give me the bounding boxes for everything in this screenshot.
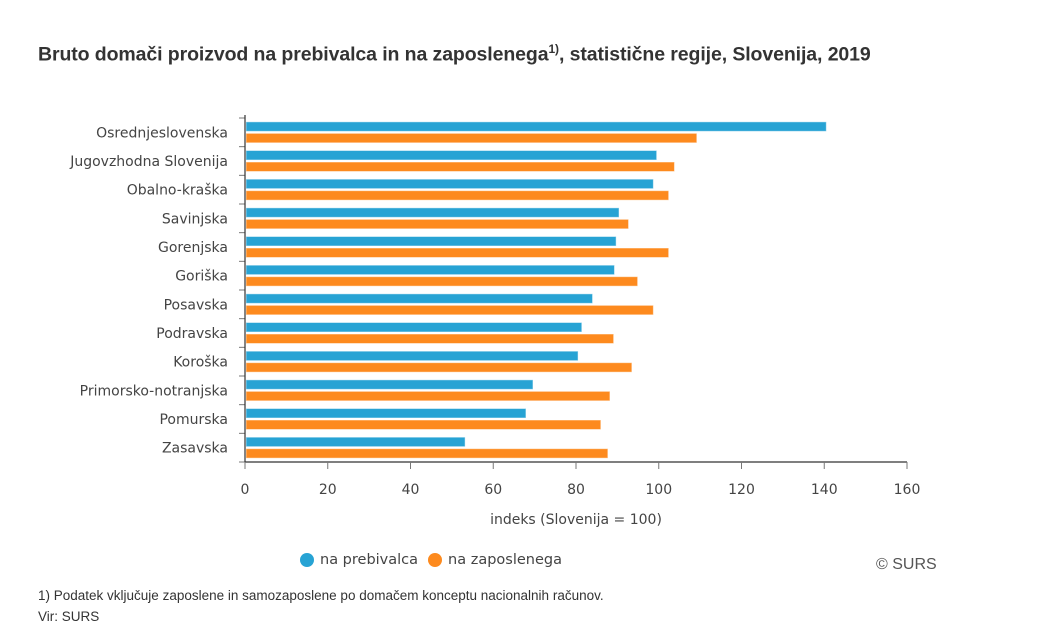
category-label: Koroška bbox=[173, 355, 228, 371]
bar-na-zaposlenega[interactable] bbox=[245, 190, 670, 201]
legend-item-na-zaposlenega[interactable]: na zaposlenega bbox=[428, 552, 562, 568]
bars-group bbox=[245, 121, 827, 459]
category-label: Goriška bbox=[175, 269, 228, 285]
bar-na-zaposlenega[interactable] bbox=[245, 218, 630, 230]
x-tick-label: 0 bbox=[241, 482, 250, 498]
x-tick-label: 20 bbox=[319, 482, 337, 498]
bar-na-zaposlenega[interactable] bbox=[245, 390, 611, 402]
credits-link[interactable]: © SURS bbox=[876, 556, 937, 573]
bar-na-prebivalca[interactable] bbox=[245, 236, 617, 247]
legend-label: na prebivalca bbox=[320, 552, 419, 568]
bar-na-zaposlenega[interactable] bbox=[245, 448, 609, 459]
title-text: Bruto domači proizvod na prebivalca in n… bbox=[38, 43, 549, 66]
category-label: Podravska bbox=[156, 326, 228, 342]
bar-na-zaposlenega[interactable] bbox=[245, 132, 698, 144]
x-tick-label: 60 bbox=[484, 482, 502, 498]
bar-na-prebivalca[interactable] bbox=[245, 408, 527, 419]
bar-na-prebivalca[interactable] bbox=[245, 293, 594, 304]
legend-dot-icon bbox=[428, 553, 443, 567]
x-tick-label: 40 bbox=[402, 482, 420, 498]
category-label: Jugovzhodna Slovenija bbox=[69, 154, 228, 170]
category-label: Gorenjska bbox=[158, 240, 228, 256]
x-tick-label: 100 bbox=[645, 482, 672, 498]
category-label: Primorsko-notranjska bbox=[80, 383, 228, 399]
x-axis: 0 20 40 60 80 100 120 140 160 bbox=[241, 461, 921, 498]
legend: na prebivalca na zaposlenega bbox=[300, 552, 572, 568]
legend-label: na zaposlenega bbox=[448, 552, 563, 568]
bar-na-zaposlenega[interactable] bbox=[245, 362, 633, 373]
category-label: Zasavska bbox=[162, 441, 228, 457]
y-axis: Osrednjeslovenska Jugovzhodna Slovenija Ob… bbox=[69, 115, 246, 463]
bar-na-prebivalca[interactable] bbox=[245, 207, 620, 218]
legend-dot-icon bbox=[300, 553, 314, 567]
bar-na-zaposlenega[interactable] bbox=[245, 419, 602, 430]
bar-na-zaposlenega[interactable] bbox=[245, 247, 670, 258]
title-suffix: , statistične regije, Slovenija, 2019 bbox=[558, 43, 871, 66]
x-tick-label: 160 bbox=[894, 482, 921, 498]
category-label: Pomurska bbox=[159, 412, 228, 428]
x-tick-label: 120 bbox=[728, 482, 755, 498]
x-tick-label: 140 bbox=[811, 482, 838, 498]
category-label: Obalno-kraška bbox=[127, 183, 228, 199]
x-tick-label: 80 bbox=[567, 482, 585, 498]
bar-na-prebivalca[interactable] bbox=[245, 322, 583, 333]
chart-title: Bruto domači proizvod na prebivalca in n… bbox=[38, 42, 871, 67]
bar-na-zaposlenega[interactable] bbox=[245, 304, 654, 316]
category-label: Posavska bbox=[164, 297, 228, 313]
bar-na-zaposlenega[interactable] bbox=[245, 161, 675, 172]
footnote: 1) Podatek vključuje zaposlene in samoza… bbox=[38, 588, 604, 603]
bar-na-zaposlenega[interactable] bbox=[245, 333, 615, 344]
category-label: Osrednjeslovenska bbox=[96, 125, 228, 141]
bar-na-prebivalca[interactable] bbox=[245, 264, 615, 276]
x-axis-title: indeks (Slovenija = 100) bbox=[490, 512, 662, 528]
bar-na-prebivalca[interactable] bbox=[245, 436, 466, 448]
bar-na-prebivalca[interactable] bbox=[245, 379, 534, 390]
bar-na-prebivalca[interactable] bbox=[245, 150, 658, 161]
source-note: Vir: SURS bbox=[38, 609, 100, 624]
legend-item-na-prebivalca[interactable]: na prebivalca bbox=[300, 552, 418, 568]
bar-na-prebivalca[interactable] bbox=[245, 178, 654, 190]
title-footnote-marker: 1) bbox=[548, 42, 559, 56]
bar-na-prebivalca[interactable] bbox=[245, 121, 827, 132]
bar-na-zaposlenega[interactable] bbox=[245, 276, 639, 287]
bar-na-prebivalca[interactable] bbox=[245, 350, 579, 362]
category-label: Savinjska bbox=[162, 211, 228, 227]
